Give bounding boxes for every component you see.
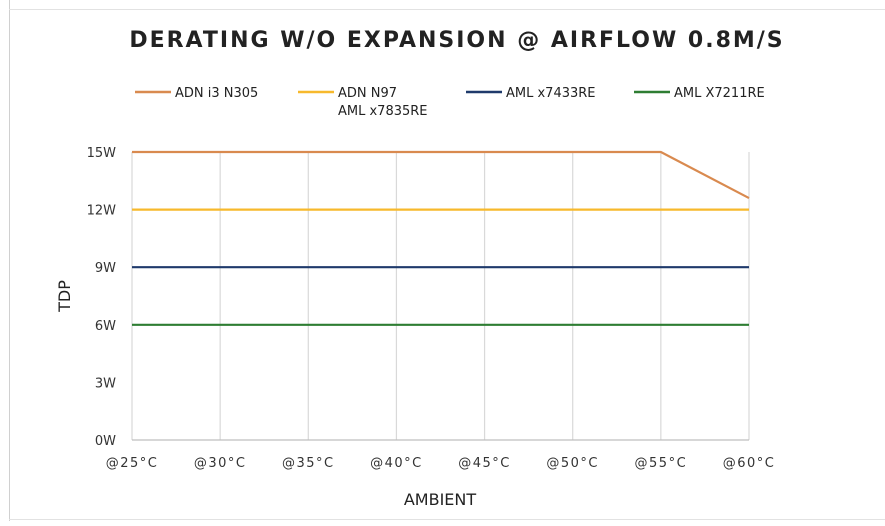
chart-title: DERATING W/O EXPANSION @ AIRFLOW 0.8M/S [129, 28, 784, 53]
y-tick-label: 15W [87, 146, 117, 161]
x-tick-label: @30°C [194, 456, 247, 471]
x-tick-label: @45°C [458, 456, 511, 471]
y-tick-label: 6W [95, 319, 116, 334]
x-tick-label: @55°C [635, 456, 688, 471]
legend: ADN i3 N305 ADN N97 AML x7835RE AML x7433RE… [135, 86, 765, 119]
y-tick-label: 3W [95, 376, 116, 391]
frame-bottom-border [9, 519, 885, 520]
legend-label-2: AML x7433RE [506, 86, 596, 101]
frame-top-border [9, 9, 885, 10]
tick-labels: 0W 3W 6W 9W 12W 15W @25°C @30°C @35°C @40°C @45°C @… [87, 146, 776, 471]
y-axis-label: TDP [55, 280, 74, 313]
legend-label-1-line2: AML x7835RE [338, 104, 428, 119]
x-tick-label: @60°C [723, 456, 776, 471]
x-tick-label: @40°C [370, 456, 423, 471]
series-group [132, 150, 750, 326]
x-tick-label: @25°C [106, 456, 159, 471]
series-line-0 [132, 150, 750, 200]
legend-label-0: ADN i3 N305 [175, 86, 258, 101]
legend-label-1: ADN N97 [338, 86, 397, 101]
grid [219, 152, 750, 440]
y-tick-label: 0W [95, 434, 116, 449]
frame-left-border [9, 0, 10, 521]
axes [131, 152, 749, 441]
x-tick-label: @35°C [282, 456, 335, 471]
x-axis-label: AMBIENT [404, 490, 477, 509]
x-tick-label: @50°C [546, 456, 599, 471]
y-tick-label: 9W [95, 261, 116, 276]
y-tick-label: 12W [87, 204, 117, 219]
legend-label-3: AML X7211RE [674, 86, 765, 101]
